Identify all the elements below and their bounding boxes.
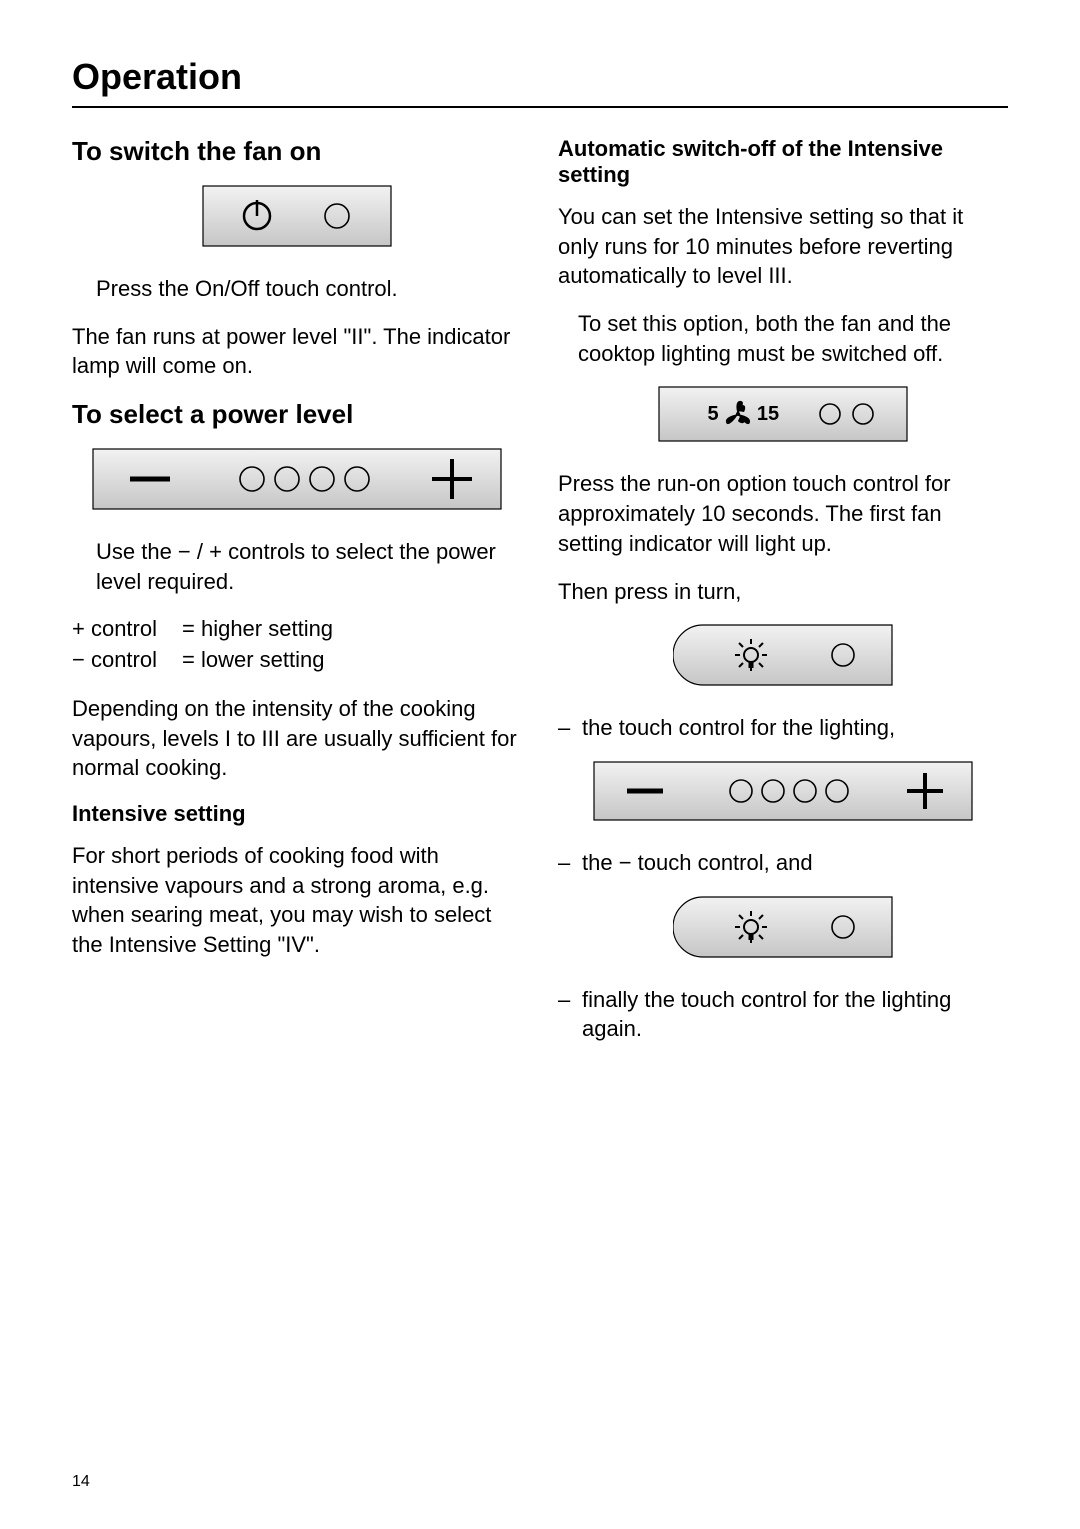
svg-text:15: 15 — [757, 403, 779, 425]
minus-label: − control — [72, 645, 182, 676]
text-then-press: Then press in turn, — [558, 577, 1008, 607]
text-fan-runs: The fan runs at power level "II". The in… — [72, 322, 522, 381]
li-touch-lighting-text: the touch control for the lighting, — [582, 713, 1008, 743]
li-light-again-text: finally the touch control for the lighti… — [582, 985, 1008, 1044]
figure-light-panel-2 — [558, 896, 1008, 963]
right-column: Automatic switch-off of the Intensive se… — [558, 136, 1008, 1062]
page-heading: Operation — [72, 56, 1008, 98]
heading-intensive: Intensive setting — [72, 801, 522, 827]
text-use-controls: Use the − / + controls to select the pow… — [72, 537, 522, 596]
content-columns: To switch the fan on — [72, 136, 1008, 1062]
li-touch-lighting: – the touch control for the lighting, — [558, 713, 1008, 743]
li-minus-control: – the − touch control, and — [558, 848, 1008, 878]
heading-rule — [72, 106, 1008, 108]
figure-light-panel-1 — [558, 624, 1008, 691]
text-press-onoff: Press the On/Off touch control. — [72, 274, 522, 304]
text-can-set: You can set the Intensive setting so tha… — [558, 202, 1008, 291]
minus-desc: = lower setting — [182, 645, 333, 676]
text-depending: Depending on the intensity of the cookin… — [72, 694, 522, 783]
dash-bullet: – — [558, 985, 582, 1044]
figure-power-panel-right — [558, 761, 1008, 826]
text-press-runon: Press the run-on option touch control fo… — [558, 469, 1008, 558]
heading-auto-off: Automatic switch-off of the Intensive se… — [558, 136, 1008, 188]
plus-label: + control — [72, 614, 182, 645]
figure-power-panel-left — [72, 448, 522, 515]
figure-runon-panel: 5 15 — [558, 386, 1008, 447]
text-to-set: To set this option, both the fan and the… — [558, 309, 1008, 368]
plus-desc: = higher setting — [182, 614, 333, 645]
control-table: + control − control = higher setting = l… — [72, 614, 522, 676]
heading-power-level: To select a power level — [72, 399, 522, 430]
heading-fan-on: To switch the fan on — [72, 136, 522, 167]
dash-bullet: – — [558, 848, 582, 878]
page-number: 14 — [72, 1473, 90, 1491]
text-intensive: For short periods of cooking food with i… — [72, 841, 522, 960]
manual-page: Operation To switch the fan on — [0, 0, 1080, 1102]
dash-bullet: – — [558, 713, 582, 743]
svg-text:5: 5 — [707, 403, 718, 425]
li-light-again: – finally the touch control for the ligh… — [558, 985, 1008, 1044]
li-minus-control-text: the − touch control, and — [582, 848, 1008, 878]
left-column: To switch the fan on — [72, 136, 522, 1062]
figure-onoff-panel — [72, 185, 522, 252]
